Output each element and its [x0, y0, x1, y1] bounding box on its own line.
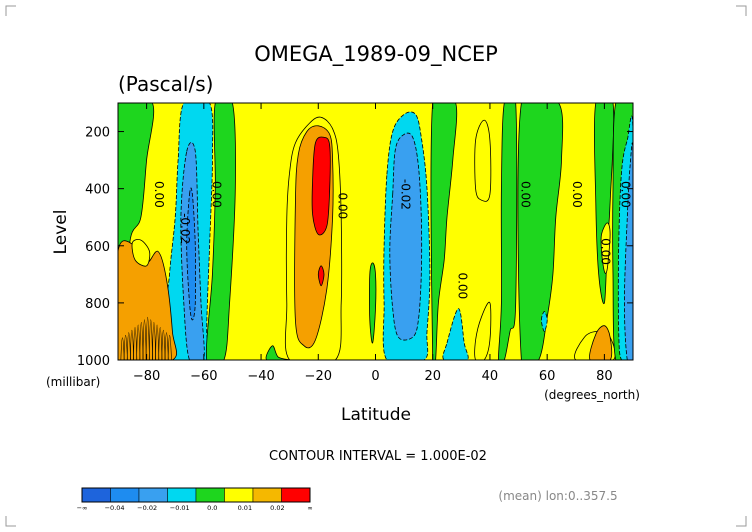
contour-region-20	[517, 103, 564, 360]
legend-swatch	[281, 487, 311, 503]
contour-region-8	[265, 345, 291, 360]
contour-region-28	[623, 142, 633, 360]
dense-contour-line	[133, 327, 138, 360]
contour-label: -0.02	[178, 213, 192, 244]
contour-region-4	[186, 187, 196, 321]
contour-region-25	[600, 222, 611, 274]
x-axis: −80 −60 −40 −20 0 20 40 60 80	[133, 103, 613, 384]
chart-subtitle: (Pascal/s)	[118, 72, 213, 96]
contour-region-6	[131, 239, 151, 267]
legend-label: 0.0	[207, 504, 217, 512]
contour-region-16	[442, 308, 469, 360]
legend-frame	[81, 487, 311, 503]
color-legend: −∞ −0.04 −0.02 −0.01 0.0 0.01 0.02 ∞	[77, 487, 313, 512]
legend-swatch	[167, 487, 197, 503]
chart-title: OMEGA_1989-09_NCEP	[254, 42, 498, 67]
contour-region-12	[369, 262, 377, 344]
x-tick-label: 60	[539, 369, 556, 384]
contour-region-24	[593, 103, 615, 305]
contour-label: 0.00	[335, 192, 349, 219]
y-axis-label: Level	[51, 210, 71, 255]
y-tick-label: 600	[85, 240, 110, 255]
x-tick-label: 40	[482, 369, 499, 384]
contour-regions	[118, 103, 633, 360]
legend-label: −0.04	[105, 504, 125, 512]
contour-label: 0.00	[209, 181, 223, 208]
plot-area: 0.00 0.00 -0.02 0.00 -0.02 0.00 0.00 0.00 0.00 0.…	[77, 102, 634, 384]
legend-swatch	[195, 487, 225, 503]
contour-labels: 0.00 0.00 -0.02 0.00 -0.02 0.00 0.00 0.00 0.00 0.…	[152, 179, 632, 299]
corner-mark-top-right	[736, 5, 747, 16]
corner-mark-bottom-left	[5, 516, 16, 527]
dense-contour-line	[136, 324, 141, 360]
legend-swatch	[81, 487, 111, 503]
x-tick-label: −40	[247, 369, 274, 384]
legend-label: 0.01	[238, 504, 252, 512]
x-tick-label: 20	[424, 369, 441, 384]
corner-mark-top-left	[5, 5, 16, 16]
dense-contour-line	[161, 329, 166, 360]
legend-label: −∞	[77, 504, 88, 512]
x-tick-label: 0	[371, 369, 379, 384]
x-axis-unit: (degrees_north)	[544, 388, 640, 402]
contour-label: 0.00	[599, 238, 613, 265]
dense-contour-line	[130, 329, 135, 360]
y-tick-label: 200	[85, 126, 110, 141]
y-axis-unit: (millibar)	[46, 375, 100, 389]
legend-swatch	[138, 487, 168, 503]
y-tick-label: 800	[85, 297, 110, 312]
contour-region-18	[474, 301, 492, 360]
footnote-text: (mean) lon:0..357.5	[498, 489, 617, 503]
legend-swatch	[110, 487, 140, 503]
legend-swatch	[224, 487, 254, 503]
contour-region-11	[317, 265, 325, 287]
contour-region-17	[474, 119, 492, 202]
dense-contour-line	[158, 327, 163, 360]
y-axis: 200 400 600 800 1000	[77, 126, 633, 369]
contour-label: 0.00	[456, 272, 470, 299]
x-tick-label: −20	[305, 369, 332, 384]
legend-label: −0.02	[137, 504, 157, 512]
contour-region-10	[311, 136, 331, 236]
y-tick-label: 1000	[77, 354, 110, 369]
contour-region-2	[205, 103, 236, 360]
contour-region-21	[540, 311, 548, 332]
x-axis-label: Latitude	[341, 405, 411, 425]
contour-label: -0.02	[398, 179, 412, 210]
contour-label: 0.00	[152, 181, 166, 208]
dense-contour-line	[155, 324, 160, 360]
corner-mark-bottom-right	[736, 516, 747, 527]
contour-region-23	[589, 325, 613, 360]
y-tick-label: 400	[85, 183, 110, 198]
x-tick-label: −60	[190, 369, 217, 384]
contour-label: 0.00	[619, 181, 633, 208]
legend-label: −0.01	[170, 504, 190, 512]
contour-region-15	[430, 103, 458, 360]
legend-label: 0.02	[270, 504, 284, 512]
legend-label: ∞	[307, 504, 312, 512]
contour-label: 0.00	[570, 181, 584, 208]
contour-region-14	[389, 132, 423, 341]
x-tick-label: 80	[596, 369, 613, 384]
contour-interval-text: CONTOUR INTERVAL = 1.000E-02	[269, 449, 487, 464]
contour-region-19	[498, 103, 518, 360]
legend-swatch	[252, 487, 282, 503]
x-tick-label: −80	[133, 369, 160, 384]
contour-label: 0.00	[518, 181, 532, 208]
